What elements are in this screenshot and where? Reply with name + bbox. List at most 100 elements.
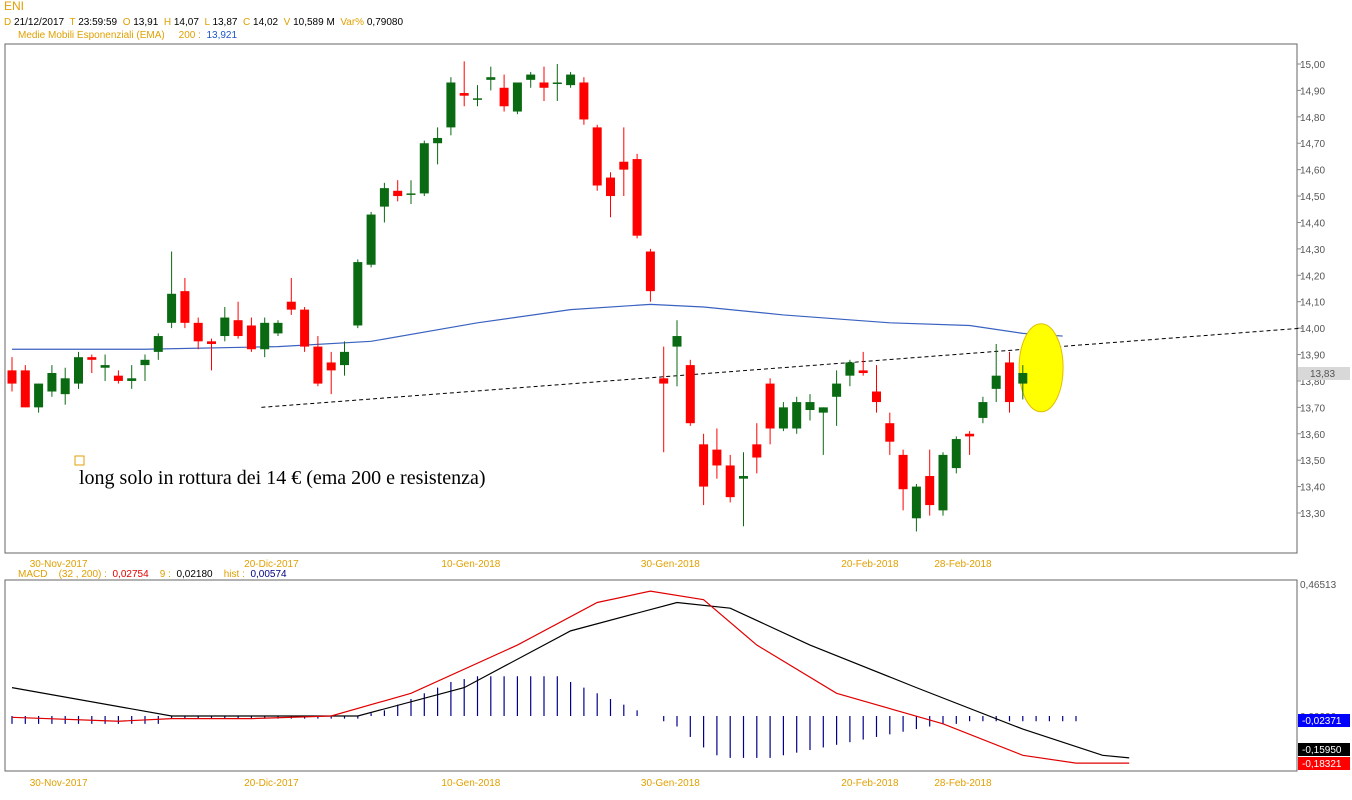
date-value: 21/12/2017: [14, 17, 65, 28]
price-ytick-label: 14,50: [1300, 192, 1325, 203]
ema-legend: Medie Mobili Esponenziali (EMA) 200 : 13…: [18, 30, 237, 41]
macd-xtick-label: 30-Nov-2017: [30, 778, 88, 789]
price-ytick-label: 13,40: [1300, 483, 1325, 494]
candle-up: [153, 336, 163, 352]
candle-down: [645, 251, 655, 292]
price-xtick-label: 30-Gen-2018: [641, 559, 700, 570]
macd-xtick-label: 20-Dic-2017: [244, 778, 299, 789]
time-value: 23:59:59: [78, 17, 118, 28]
macd-xtick-label: 28-Feb-2018: [934, 778, 992, 789]
macd-params: (32 , 200) :: [58, 569, 107, 580]
candle-down: [459, 93, 469, 96]
last-price-label: 13,83: [1310, 369, 1335, 380]
candle-up: [778, 407, 788, 429]
price-xtick-label: 30-Nov-2017: [30, 559, 88, 570]
macd-line: [11, 590, 1130, 764]
candle-down: [326, 362, 336, 371]
ema-label: Medie Mobili Esponenziali (EMA): [18, 30, 165, 41]
annotation-text: long solo in rottura dei 14 € (ema 200 e…: [79, 467, 486, 489]
candle-up: [406, 193, 416, 195]
candle-up: [951, 439, 961, 469]
candle-up: [47, 373, 57, 392]
price-ytick-label: 13,80: [1300, 377, 1325, 388]
candle-down: [712, 449, 722, 466]
candle-down: [699, 444, 709, 487]
candle-up: [672, 336, 682, 347]
macd-badge-label: -0,02371: [1302, 716, 1342, 727]
candle-up: [818, 407, 828, 413]
price-ytick-label: 14,10: [1300, 298, 1325, 309]
candle-up: [220, 317, 230, 337]
annotation-marker: [74, 455, 85, 466]
price-ytick-label: 14,40: [1300, 218, 1325, 229]
candle-down: [1005, 362, 1014, 403]
price-ytick-label: 13,70: [1300, 403, 1325, 414]
candle-up: [353, 262, 363, 326]
hist-label: hist :: [223, 569, 245, 580]
macd-layer: 30-Nov-2017 20-Dic-2017 10-Gen-2018 30-Gen-…: [11, 580, 1350, 789]
candle-down: [539, 82, 549, 88]
highlight-ellipse: [1018, 323, 1064, 413]
price-ytick-label: 14,80: [1300, 113, 1325, 124]
price-ytick-label: 14,20: [1300, 271, 1325, 282]
candle-down: [858, 370, 868, 374]
close-value: 14,02: [253, 17, 279, 28]
resistance-line: [261, 327, 1303, 408]
candle-down: [685, 365, 695, 424]
candle-up: [552, 82, 562, 84]
candle-down: [872, 391, 881, 403]
macd-badge-label: -0,15950: [1302, 745, 1342, 756]
candle-down: [606, 177, 615, 197]
last-price-badge: [1298, 367, 1350, 381]
price-ytick-label: 13,30: [1300, 509, 1325, 520]
macd-badge: [1298, 743, 1350, 756]
candle-down: [87, 357, 97, 360]
ohlc-line: D 21/12/2017 T 23:59:59 O 13,91 H 14,07 …: [4, 17, 404, 28]
candle-down: [113, 375, 123, 381]
hist-value: 0,00574: [250, 569, 287, 580]
candle-down: [246, 325, 256, 350]
volume-value: 10,589 M: [293, 17, 335, 28]
candle-down: [725, 465, 735, 498]
price-xtick-label: 28-Feb-2018: [934, 559, 992, 570]
candle-up: [978, 402, 988, 418]
signal-line: [11, 601, 1130, 759]
candle-down: [925, 476, 935, 506]
candle-down: [592, 127, 602, 186]
candle-down: [965, 433, 975, 437]
candle-up: [34, 383, 44, 408]
price-ytick-label: 15,00: [1300, 60, 1325, 71]
price-xtick-label: 10-Gen-2018: [441, 559, 500, 570]
candle-up: [845, 362, 855, 376]
candle-up: [379, 188, 389, 207]
candle-up: [792, 402, 802, 429]
price-ytick-label: 14,90: [1300, 86, 1325, 97]
open-value: 13,91: [133, 17, 159, 28]
candle-up: [446, 82, 456, 128]
macd-panel: [4, 579, 1298, 772]
candle-down: [207, 341, 216, 344]
candle-down: [632, 159, 642, 236]
candle-down: [193, 322, 203, 342]
candle-down: [898, 454, 908, 490]
macd-xtick-label: 10-Gen-2018: [441, 778, 500, 789]
candle-up: [74, 357, 83, 384]
candle-down: [579, 82, 589, 120]
ema200-line: [12, 303, 1063, 350]
symbol-title: ENI: [4, 0, 25, 13]
candle-up: [1018, 373, 1028, 384]
price-xtick-label: 20-Feb-2018: [841, 559, 899, 570]
candle-up: [127, 378, 137, 381]
candle-down: [499, 87, 509, 107]
candle-up: [739, 476, 748, 479]
candle-down: [752, 444, 762, 458]
macd-xtick-label: 30-Gen-2018: [641, 778, 700, 789]
macd-label: MACD: [18, 569, 48, 580]
candle-up: [938, 454, 948, 511]
candle-up: [419, 143, 429, 194]
price-ytick-label: 13,90: [1300, 351, 1325, 362]
price-xtick-label: 20-Dic-2017: [244, 559, 299, 570]
candle-up: [260, 322, 270, 350]
ema-period: 200 :: [178, 30, 201, 41]
